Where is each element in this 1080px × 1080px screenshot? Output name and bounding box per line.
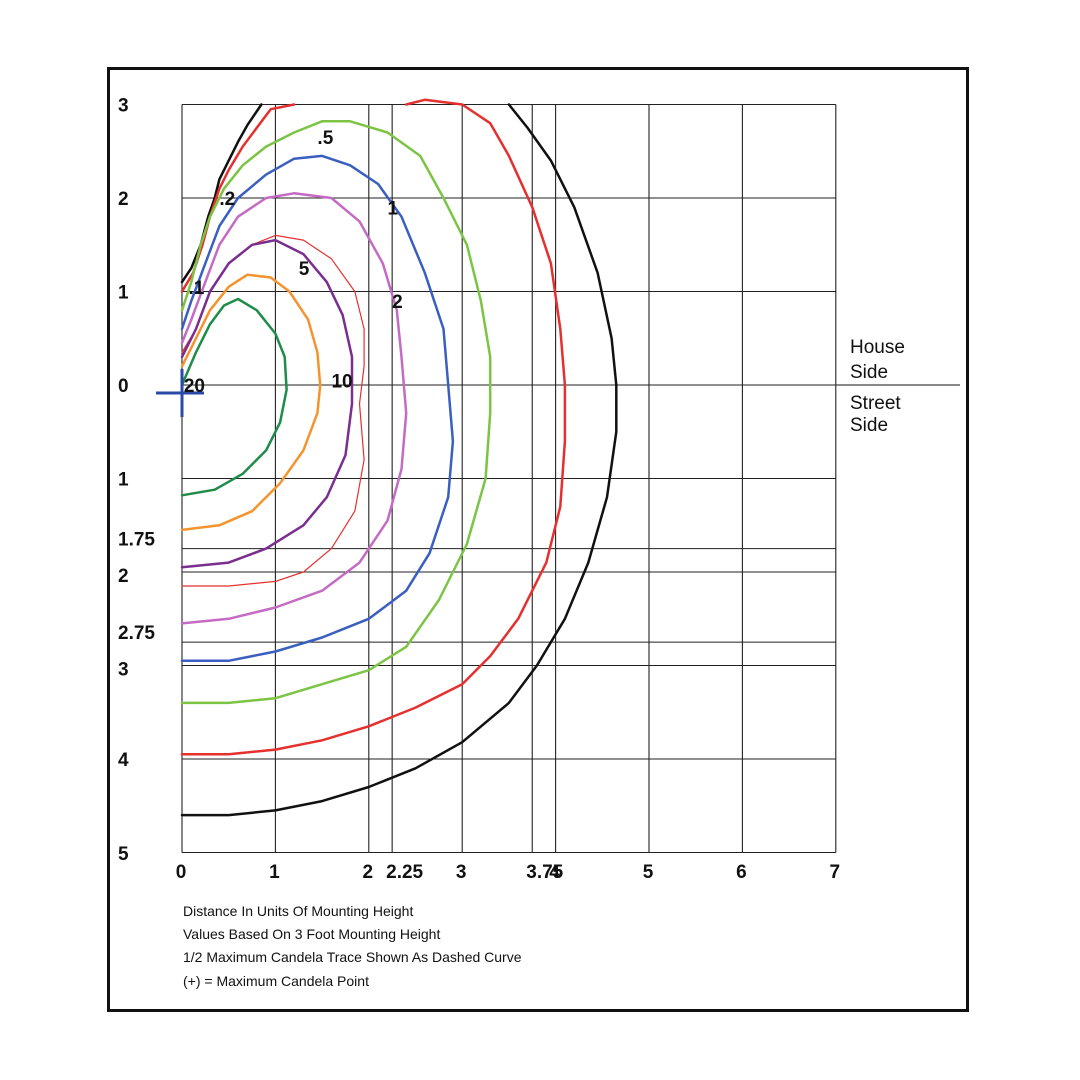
y-tick-9: 4 [118,750,129,771]
house-side-label-2: Side [850,362,888,383]
isoline-0 [180,103,618,817]
contour-label-9: 10 [331,371,352,392]
house-side-label-1: House [850,337,905,358]
grid-lines [181,103,837,854]
y-tick-labels: 3 2 1 0 1 1.75 2 2.75 3 4 5 [118,96,155,866]
isoline-10 [180,297,288,497]
y-tick-0: 3 [118,96,129,117]
y-tick-1: 2 [118,189,129,210]
y-tick-7: 2.75 [118,623,155,644]
isoline-4 [180,120,492,705]
y-tick-6: 2 [118,566,129,587]
x-tick-6: 4 [549,862,560,883]
note-line-1: Distance In Units Of Mounting Height [183,903,413,919]
x-tick-5: 3.75 [526,862,563,883]
y-tick-4: 1 [118,470,129,491]
x-tick-0: 0 [176,862,187,883]
x-tick-4: 3 [456,862,467,883]
extra-label-0: .1 [189,278,205,299]
isoline-7 [181,234,365,587]
chart-frame [107,67,969,1012]
note-line-2: Values Based On 3 Foot Mounting Height [183,926,440,942]
x-tick-labels: 0 1 2 2.25 3 3.754 5 6 7 [176,862,840,883]
contour-label-4: .5 [317,128,333,149]
isoline-5 [180,154,455,663]
isoline-2 [180,98,567,756]
isoline-6 [180,192,408,625]
extra-label-1: .2 [219,189,235,210]
x-tick-3: 2.25 [386,862,423,883]
extra-label-2: 20 [184,376,205,397]
isolines [180,98,618,817]
y-tick-2: 1 [118,283,129,304]
contour-label-8: 5 [299,259,310,280]
x-tick-8: 6 [736,862,747,883]
isoline-9 [180,273,322,532]
max-candela-point [156,369,204,417]
isoline-1 [180,103,263,284]
y-tick-3: 0 [118,376,129,397]
x-tick-9: 7 [830,862,841,883]
x-tick-2: 2 [363,862,374,883]
y-tick-5: 1.75 [118,530,155,551]
note-line-4: (+) = Maximum Candela Point [183,973,369,989]
x-tick-7: 5 [643,862,654,883]
street-side-label-2: Side [850,415,888,436]
street-side-label-1: Street [850,393,901,414]
contour-label-5: 1 [387,198,398,219]
isoline-8 [180,238,354,569]
y-tick-8: 3 [118,660,129,681]
contour-labels: .5 1 2 5 10 .1 .2 20 [184,128,403,397]
contour-label-6: 2 [392,292,403,313]
y-tick-10: 5 [118,844,129,865]
note-line-3: 1/2 Maximum Candela Trace Shown As Dashe… [183,949,522,965]
x-tick-1: 1 [269,862,280,883]
